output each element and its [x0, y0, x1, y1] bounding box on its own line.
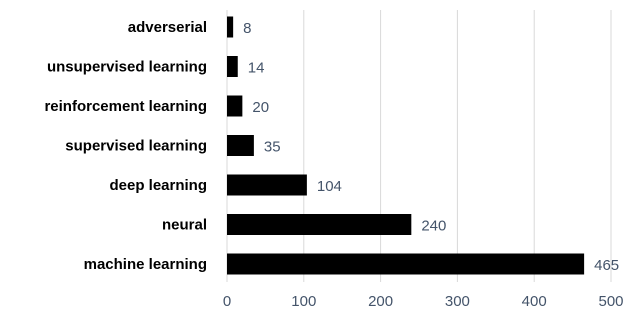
- value-label: 240: [421, 218, 446, 235]
- bar: [227, 95, 243, 117]
- category-label: machine learning: [84, 256, 207, 273]
- value-label: 465: [594, 257, 619, 274]
- bar: [227, 253, 585, 275]
- bar: [227, 56, 238, 77]
- category-label: supervised learning: [65, 138, 207, 155]
- category-label: reinforcement learning: [44, 98, 207, 115]
- value-label: 14: [248, 60, 265, 77]
- bar: [227, 214, 412, 235]
- value-label: 8: [243, 20, 251, 37]
- x-tick-label: 500: [598, 293, 623, 310]
- value-label: 35: [264, 139, 281, 156]
- category-label: adverserial: [128, 19, 207, 36]
- x-tick-label: 300: [445, 293, 470, 310]
- x-axis-ticks: 0 100 200 300 400 500: [223, 293, 624, 310]
- gridlines: [226, 10, 612, 282]
- category-label: neural: [162, 217, 207, 234]
- x-tick-label: 100: [291, 293, 316, 310]
- bar: [227, 174, 307, 196]
- value-label: 104: [317, 178, 342, 195]
- bars: [227, 16, 585, 275]
- bar: [227, 16, 234, 38]
- x-tick-label: 0: [223, 293, 231, 310]
- category-labels: adverserial unsupervised learning reinforc…: [44, 19, 207, 273]
- x-tick-label: 400: [522, 293, 547, 310]
- category-label: unsupervised learning: [47, 59, 207, 76]
- category-label: deep learning: [109, 177, 207, 194]
- value-labels: 8 14 20 35 104 240 465: [243, 20, 619, 274]
- bar: [227, 135, 254, 156]
- value-label: 20: [252, 99, 269, 116]
- x-tick-label: 200: [368, 293, 393, 310]
